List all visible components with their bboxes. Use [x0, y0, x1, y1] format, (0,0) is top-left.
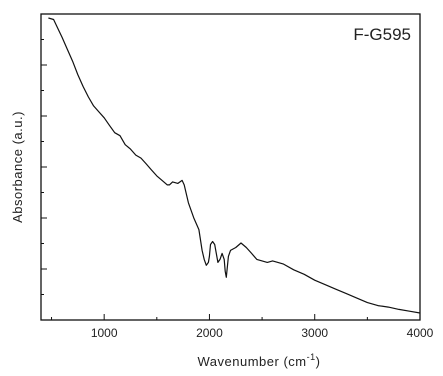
absorbance-spectrum-line	[48, 17, 421, 314]
x-axis-ticks: 1000 2000 3000 4000	[51, 314, 434, 340]
x-tick-label: 1000	[91, 326, 118, 340]
x-axis-label-superscript: -1	[307, 352, 316, 362]
y-axis-label: Absorbance (a.u.)	[10, 111, 25, 223]
x-axis-label-tail: )	[316, 354, 321, 369]
x-axis-label: Wavenumber (cm-1)	[198, 352, 321, 369]
x-tick-label: 4000	[407, 326, 434, 340]
x-tick-label: 2000	[196, 326, 223, 340]
plot-frame	[40, 13, 421, 321]
x-axis-label-main: Wavenumber (cm	[198, 354, 307, 369]
panel-label: F-G595	[353, 25, 411, 44]
x-tick-label: 3000	[301, 326, 328, 340]
y-axis-ticks	[41, 39, 47, 295]
